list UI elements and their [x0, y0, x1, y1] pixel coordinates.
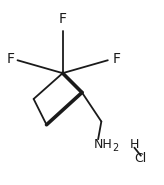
Text: H: H — [130, 138, 139, 151]
Text: Cl: Cl — [135, 152, 147, 165]
Text: 2: 2 — [113, 143, 119, 153]
Text: F: F — [59, 12, 67, 26]
Text: NH: NH — [94, 138, 113, 151]
Text: F: F — [113, 53, 121, 66]
Text: F: F — [6, 53, 14, 66]
